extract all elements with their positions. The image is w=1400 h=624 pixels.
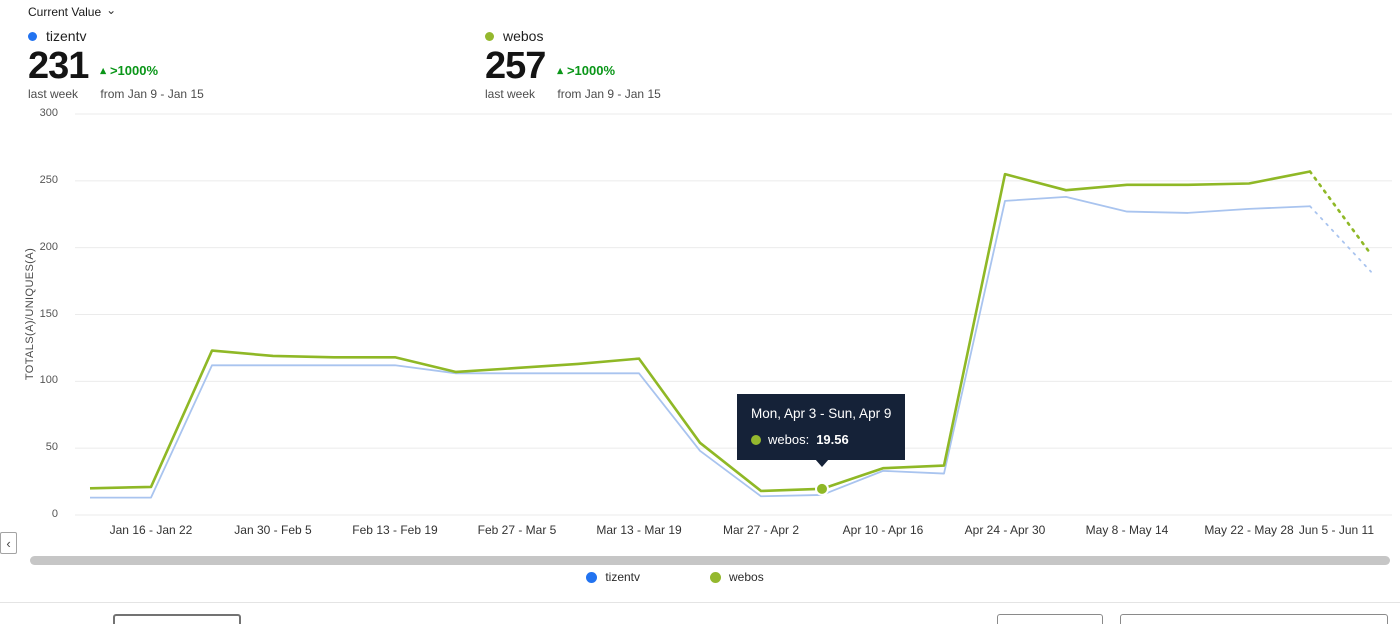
tizentv-series-dot-icon xyxy=(28,31,37,41)
webos-series-dot-icon xyxy=(751,434,761,445)
chevron-left-icon: ‹ xyxy=(6,535,11,551)
x-tick-label: Feb 13 - Feb 19 xyxy=(352,523,438,537)
x-tick-label: Apr 10 - Apr 16 xyxy=(842,523,924,537)
projection-line-tizentv xyxy=(1309,205,1372,273)
compare-period: from Jan 9 - Jan 15 xyxy=(100,87,204,101)
webos-legend-dot-icon xyxy=(710,571,721,583)
trend-up-icon: ▴ xyxy=(100,65,106,77)
change-percent: >1000% xyxy=(566,63,616,78)
y-tick-label: 150 xyxy=(39,307,58,320)
metric-selector-label: Current Value xyxy=(28,5,102,19)
compare-period: from Jan 9 - Jan 15 xyxy=(557,87,661,101)
horizontal-scrollbar[interactable] xyxy=(30,556,1390,565)
x-tick-label: Mar 27 - Apr 2 xyxy=(722,523,800,537)
series-name: webos xyxy=(503,28,544,44)
tooltip-date-range: Mon, Apr 3 - Sun, Apr 9 xyxy=(751,406,892,421)
x-tick-label: Jan 30 - Feb 5 xyxy=(234,523,312,537)
y-tick-label: 100 xyxy=(39,374,58,387)
legend-item-webos[interactable]: webos xyxy=(710,570,764,584)
trend-up-icon: ▴ xyxy=(557,65,563,77)
tooltip-series-name: webos: xyxy=(768,432,810,447)
projection-line-webos xyxy=(1308,170,1373,256)
change-badge: ▴ >1000% xyxy=(100,63,203,78)
change-percent: >1000% xyxy=(109,63,159,78)
webos-series-dot-icon xyxy=(485,31,494,41)
series-name: tizentv xyxy=(46,28,87,44)
y-tick-label: 300 xyxy=(39,107,58,119)
x-tick-label: Feb 27 - Mar 5 xyxy=(477,523,557,537)
x-tick-label: Jan 16 - Jan 22 xyxy=(109,523,193,537)
scroll-left-button[interactable]: ‹ xyxy=(0,532,17,554)
chevron-down-icon: ⌄ xyxy=(106,3,117,17)
value-period: last week xyxy=(485,87,536,101)
tooltip-pointer xyxy=(815,459,829,474)
y-tick-label: 50 xyxy=(45,441,58,454)
y-tick-label: 0 xyxy=(51,508,58,520)
bottom-toolbar-control-3[interactable] xyxy=(1120,614,1388,624)
y-tick-label: 200 xyxy=(39,240,58,253)
legend-label: tizentv xyxy=(605,570,640,584)
legend-label: webos xyxy=(729,570,764,584)
chart-tooltip: Mon, Apr 3 - Sun, Apr 9 webos: 19.56 xyxy=(737,394,906,467)
x-tick-label: Mar 13 - Mar 19 xyxy=(596,523,682,537)
metric-summary-webos: webos 257 ▴ >1000% last week from Jan 9 … xyxy=(485,28,661,101)
tooltip-value: 19.56 xyxy=(816,432,849,447)
x-tick-label: Jun 5 - Jun 11 xyxy=(1298,523,1374,537)
metric-selector-dropdown[interactable]: Current Value ⌄ xyxy=(28,3,117,19)
tizentv-legend-dot-icon xyxy=(586,571,598,583)
metric-body: 231 ▴ >1000% last week from Jan 9 - Jan … xyxy=(28,46,204,101)
metric-body: 257 ▴ >1000% last week from Jan 9 - Jan … xyxy=(485,46,661,101)
series-header-tizentv: tizentv xyxy=(28,28,204,44)
x-tick-label: May 8 - May 14 xyxy=(1085,523,1169,537)
chart-legend: tizentv webos xyxy=(0,570,1375,584)
hover-point-marker[interactable] xyxy=(815,481,829,496)
bottom-toolbar-control-2[interactable] xyxy=(997,614,1103,624)
value-period: last week xyxy=(28,87,79,101)
series-header-webos: webos xyxy=(485,28,661,44)
bottom-panel-divider xyxy=(0,602,1400,603)
x-tick-label: May 22 - May 28 xyxy=(1204,523,1294,537)
y-tick-label: 250 xyxy=(39,173,58,186)
bottom-toolbar-control-1[interactable] xyxy=(113,614,241,624)
series-line-tizentv[interactable] xyxy=(90,195,1311,499)
tooltip-series-row: webos: 19.56 xyxy=(751,432,891,447)
series-line-webos[interactable] xyxy=(89,170,1311,493)
metric-summary-tizentv: tizentv 231 ▴ >1000% last week from Jan … xyxy=(28,28,204,101)
change-badge: ▴ >1000% xyxy=(557,63,660,78)
current-value: 231 xyxy=(28,45,89,87)
legend-item-tizentv[interactable]: tizentv xyxy=(586,570,640,584)
x-tick-label: Apr 24 - Apr 30 xyxy=(964,523,1046,537)
current-value: 257 xyxy=(485,45,546,87)
